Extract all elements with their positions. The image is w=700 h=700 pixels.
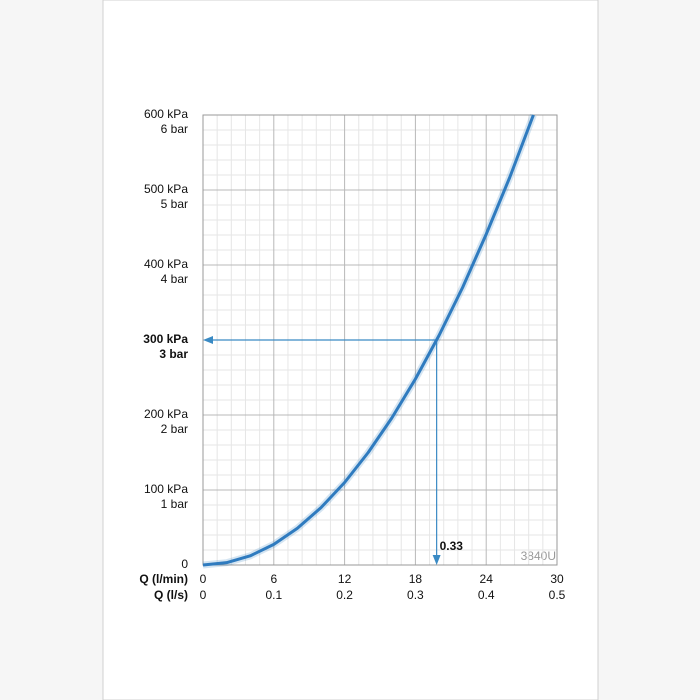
y-tick-label-secondary: 6 bar (161, 122, 188, 136)
arrowhead (203, 336, 213, 344)
x-axis-title: Q (l/min) (139, 572, 188, 586)
x-tick-label: 24 (480, 572, 494, 586)
x-tick-label-secondary: 0.3 (407, 588, 424, 602)
x-axis-title-secondary: Q (l/s) (154, 588, 188, 602)
y-tick-label-secondary: 5 bar (161, 197, 188, 211)
y-tick-label-secondary: 2 bar (161, 422, 188, 436)
reference-label: 0.33 (440, 539, 464, 553)
y-tick-label: 400 kPa (144, 257, 188, 271)
arrowhead (432, 555, 441, 565)
x-tick-label-secondary: 0.4 (478, 588, 495, 602)
y-tick-label: 100 kPa (144, 482, 188, 496)
model-label: 3840U (521, 549, 556, 563)
x-tick-label-secondary: 0 (200, 588, 207, 602)
y-tick-label: 200 kPa (144, 407, 188, 421)
x-tick-label: 0 (200, 572, 207, 586)
page (102, 0, 599, 700)
x-tick-label: 18 (409, 572, 423, 586)
x-tick-label: 6 (270, 572, 277, 586)
y-tick-label: 300 kPa (143, 332, 188, 346)
y-tick-label: 0 (181, 557, 188, 571)
y-tick-label: 500 kPa (144, 182, 188, 196)
y-tick-label-secondary: 3 bar (159, 347, 188, 361)
x-tick-label-secondary: 0.2 (336, 588, 353, 602)
y-tick-label: 600 kPa (144, 107, 188, 121)
y-tick-label-secondary: 1 bar (161, 497, 188, 511)
y-tick-label-secondary: 4 bar (161, 272, 188, 286)
x-tick-label-secondary: 0.5 (549, 588, 566, 602)
x-tick-label: 30 (550, 572, 564, 586)
x-tick-label: 12 (338, 572, 352, 586)
series-line (202, 114, 535, 567)
x-tick-label-secondary: 0.1 (265, 588, 282, 602)
